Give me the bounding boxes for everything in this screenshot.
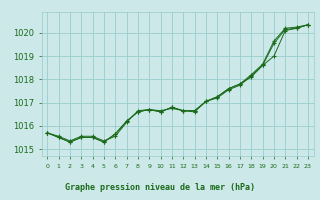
Text: Graphe pression niveau de la mer (hPa): Graphe pression niveau de la mer (hPa) [65,183,255,192]
